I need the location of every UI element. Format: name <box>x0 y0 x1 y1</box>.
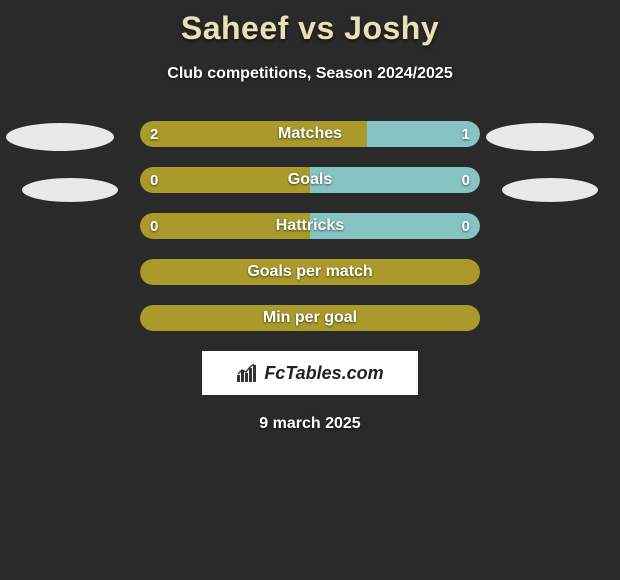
stat-val-right: 0 <box>462 167 470 193</box>
decorative-ellipse <box>502 178 598 202</box>
stat-bar: Goals per match <box>140 259 480 285</box>
stat-bar-label: Min per goal <box>140 305 480 331</box>
stat-bar-label: Goals per match <box>140 259 480 285</box>
date-text: 9 march 2025 <box>0 415 620 433</box>
stat-bar: Matches2 1 <box>140 121 480 147</box>
stat-bar: Hattricks0 0 <box>140 213 480 239</box>
stat-val-left: 2 <box>150 121 158 147</box>
stat-bar: Goals0 0 <box>140 167 480 193</box>
stat-row: Hattricks0 0 <box>0 213 620 239</box>
brand-badge: FcTables.com <box>202 351 418 395</box>
brand-bars-icon <box>236 363 260 383</box>
stats-bars: Matches21Goals00Hattricks00Goals per mat… <box>0 121 620 331</box>
decorative-ellipse <box>486 123 594 151</box>
stat-row: Min per goal <box>0 305 620 331</box>
decorative-ellipse <box>22 178 118 202</box>
stat-bar-label: Hattricks <box>140 213 480 239</box>
decorative-ellipse <box>6 123 114 151</box>
page-title: Saheef vs Joshy <box>0 0 620 47</box>
stat-val-left: 0 <box>150 213 158 239</box>
subtitle: Club competitions, Season 2024/2025 <box>0 65 620 83</box>
stat-val-right: 0 <box>462 213 470 239</box>
stat-val-left: 0 <box>150 167 158 193</box>
brand-text: FcTables.com <box>264 363 383 384</box>
stat-bar: Min per goal <box>140 305 480 331</box>
stat-row: Goals per match <box>0 259 620 285</box>
stat-bar-label: Goals <box>140 167 480 193</box>
stat-val-right: 1 <box>462 121 470 147</box>
stat-bar-label: Matches <box>140 121 480 147</box>
